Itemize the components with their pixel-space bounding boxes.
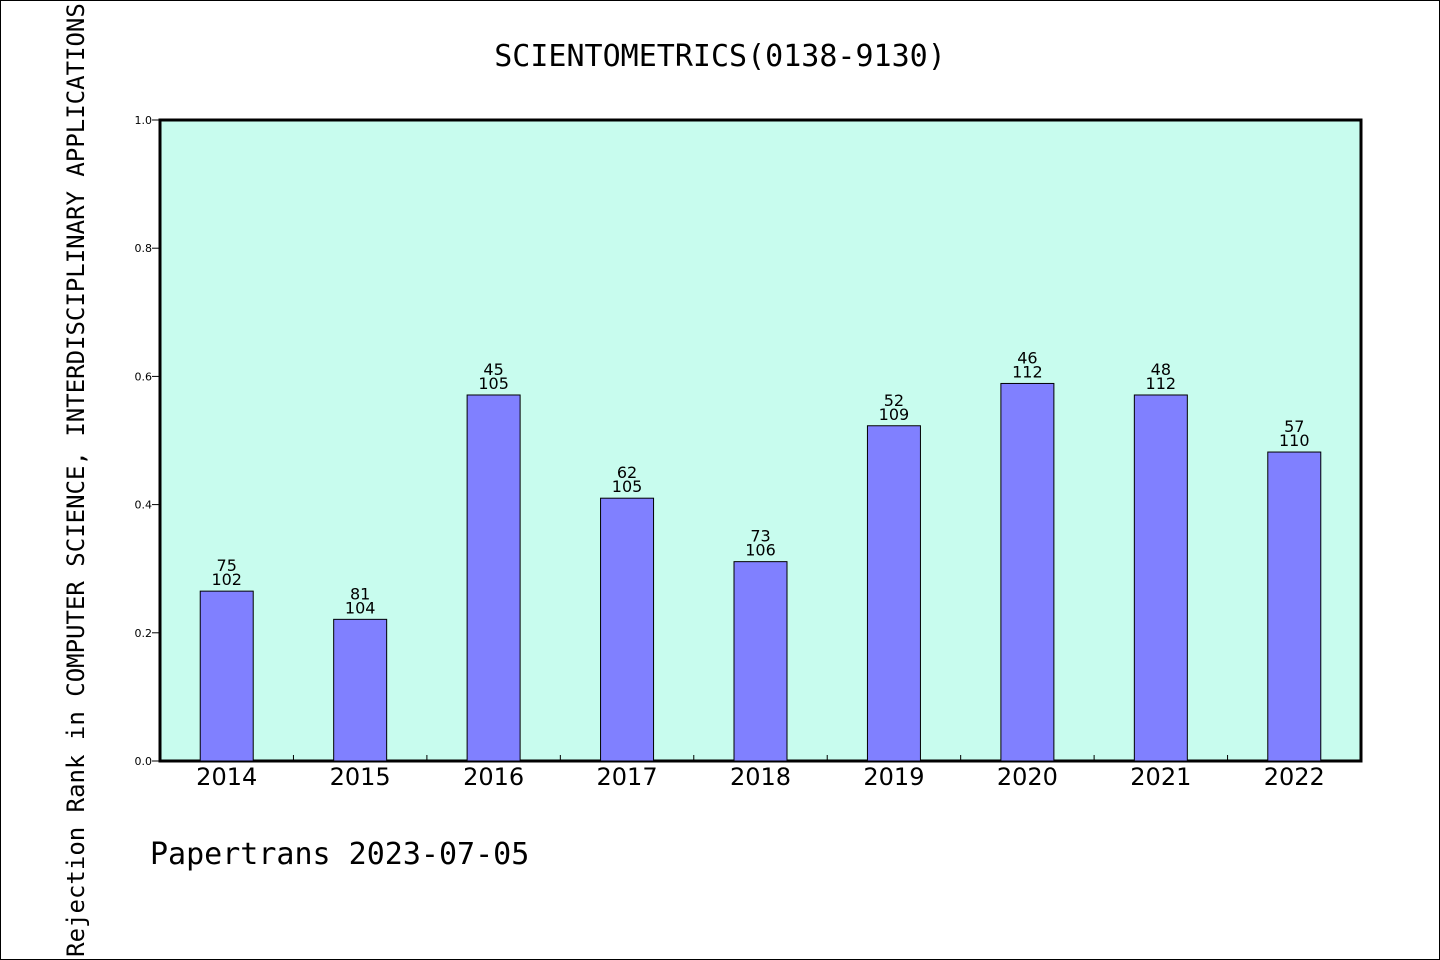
bar-2016: [466, 394, 521, 762]
bar-2020: [1000, 382, 1055, 762]
total-label: 105: [478, 374, 509, 393]
y-tick-label: 0.0: [135, 755, 153, 768]
y-axis-label: Rejection Rank in COMPUTER SCIENCE, INTE…: [62, 3, 90, 957]
bars: [199, 382, 1322, 762]
y-tick-label: 0.2: [135, 627, 153, 640]
bar-2021: [1133, 394, 1188, 762]
x-tick-label: 2018: [730, 763, 791, 791]
x-tick-label: 2019: [863, 763, 924, 791]
x-tick-label: 2014: [196, 763, 257, 791]
bar-2018: [733, 561, 788, 762]
x-tick-label: 2022: [1264, 763, 1325, 791]
total-label: 104: [345, 598, 376, 617]
bar-2015: [333, 618, 388, 762]
chart-title: SCIENTOMETRICS(0138-9130): [494, 39, 946, 74]
total-label: 105: [612, 477, 643, 496]
y-tick-label: 1.0: [135, 114, 153, 127]
total-label: 110: [1279, 431, 1310, 450]
rank-label: 45: [483, 360, 503, 379]
rank-label: 57: [1284, 417, 1304, 436]
x-tick-label: 2021: [1130, 763, 1191, 791]
bar-2019: [866, 425, 921, 762]
y-tick-label: 0.4: [135, 499, 153, 512]
rank-label: 81: [350, 584, 370, 603]
total-label: 112: [1012, 362, 1043, 381]
y-tick-label: 0.8: [135, 242, 153, 255]
bar-2017: [600, 497, 655, 762]
rank-label: 48: [1151, 360, 1171, 379]
x-tick-label: 2015: [330, 763, 391, 791]
x-axis: 2014 2015 2016 2017 2018 2019 2020 2021 2022: [196, 755, 1325, 791]
total-label: 106: [745, 541, 776, 560]
total-label: 112: [1146, 374, 1177, 393]
y-axis: 0.0 0.2 0.4 0.6 0.8 1.0: [135, 114, 160, 768]
total-label: 102: [211, 570, 242, 589]
x-tick-label: 2016: [463, 763, 524, 791]
rank-label: 46: [1017, 348, 1037, 367]
x-tick-label: 2020: [997, 763, 1058, 791]
rank-label: 52: [884, 391, 904, 410]
y-tick-label: 0.6: [135, 370, 153, 383]
total-label: 109: [879, 405, 910, 424]
bar-2022: [1267, 451, 1322, 762]
x-tick-label: 2017: [597, 763, 658, 791]
rank-label: 75: [217, 556, 237, 575]
footer-credit: Papertrans 2023-07-05: [150, 837, 529, 872]
rank-label: 73: [750, 527, 770, 546]
rank-label: 62: [617, 463, 637, 482]
bar-2014: [199, 590, 254, 762]
